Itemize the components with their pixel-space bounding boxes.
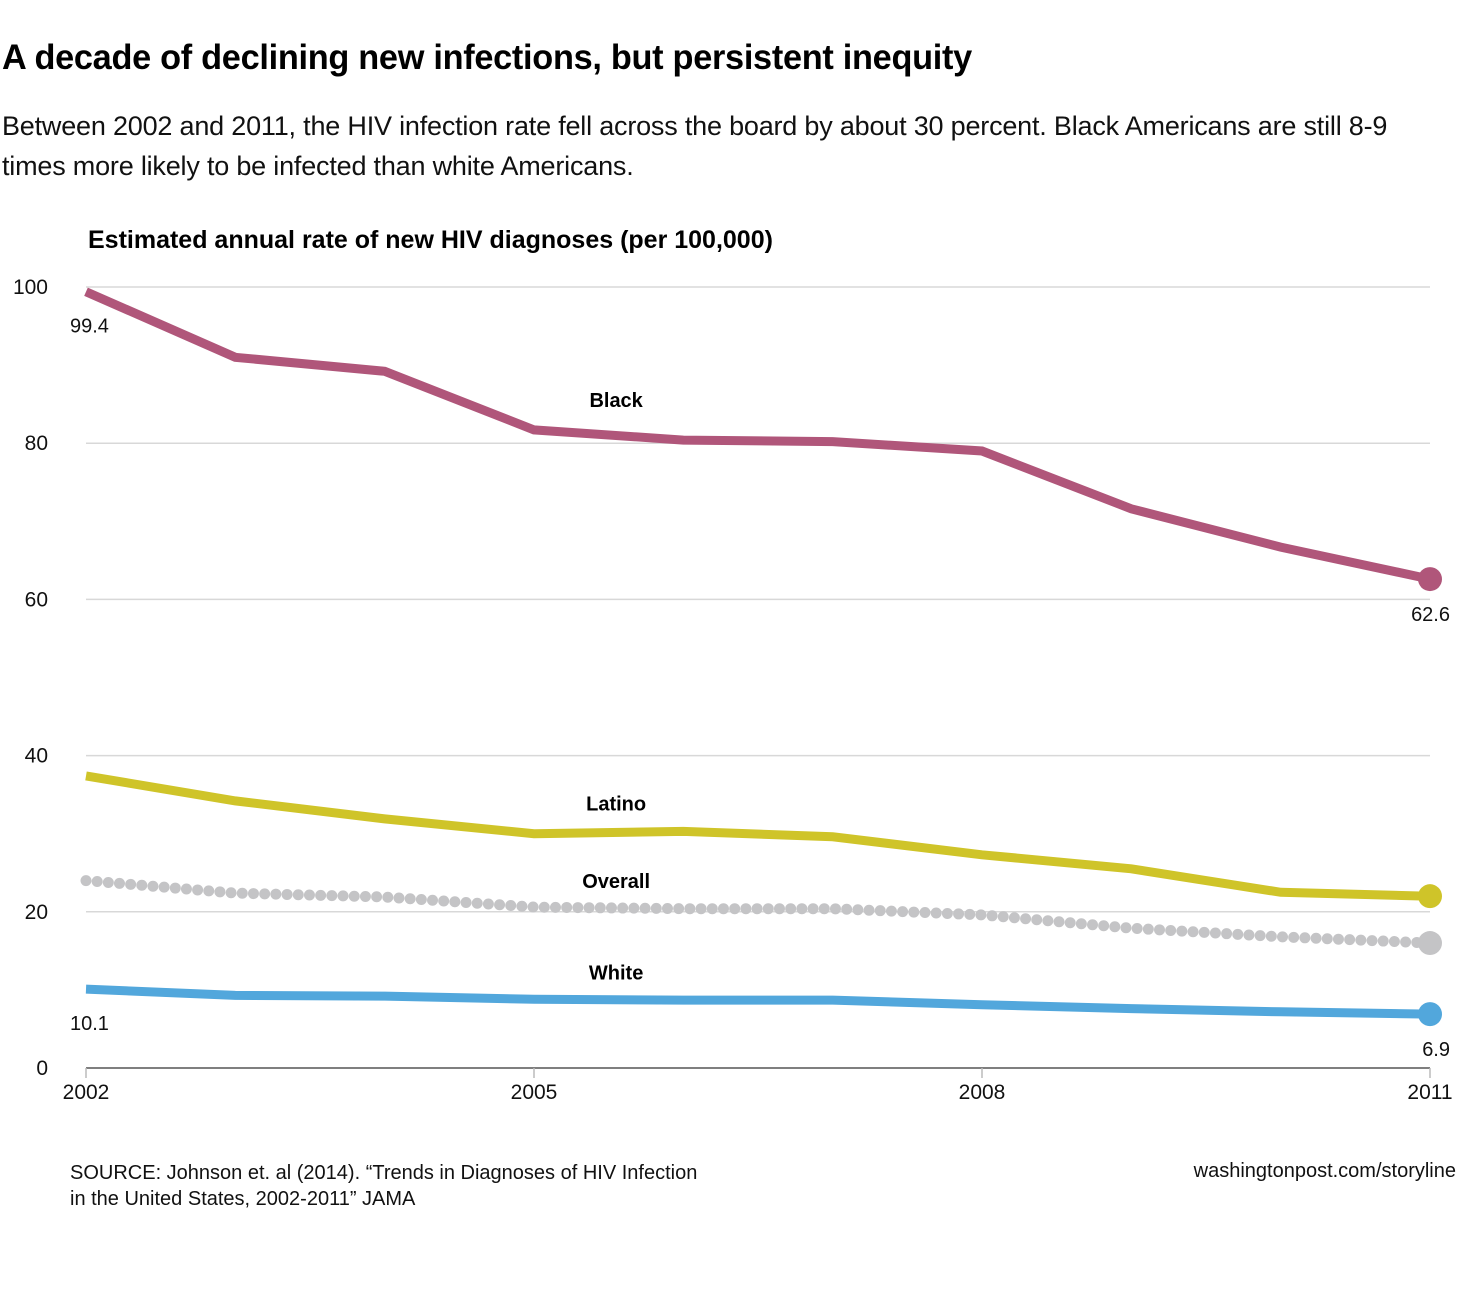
source-line-1: SOURCE: Johnson et. al (2014). “Trends i… — [70, 1162, 698, 1184]
black-end-marker — [1418, 567, 1442, 592]
headline: A decade of declining new infections, bu… — [2, 38, 972, 77]
white-end-value: 6.9 — [1422, 1039, 1450, 1061]
black-end-value: 62.6 — [1411, 604, 1450, 626]
y-tick-label: 0 — [36, 1057, 48, 1080]
latino-series-label: Latino — [586, 794, 646, 816]
y-tick-label: 20 — [25, 901, 48, 924]
x-tick-label: 2008 — [959, 1081, 1006, 1104]
y-tick-label: 80 — [25, 432, 48, 455]
y-axis: 0 20 40 60 80 100 — [13, 276, 48, 1080]
x-axis: 2002 2005 2008 2011 — [63, 1067, 1453, 1104]
x-tick-label: 2011 — [1407, 1081, 1452, 1104]
overall-end-marker — [1418, 931, 1442, 956]
credit-link[interactable]: washingtonpost.com/storyline — [1193, 1160, 1456, 1182]
series-lines — [80, 287, 1442, 1027]
white-start-value: 10.1 — [70, 1013, 109, 1035]
gridlines — [86, 286, 1430, 913]
black-line — [84, 287, 1431, 584]
white-line — [85, 984, 1431, 1019]
latino-end-marker — [1418, 884, 1442, 909]
x-tick-label: 2002 — [63, 1081, 110, 1104]
source-line-2: in the United States, 2002-2011” JAMA — [70, 1188, 416, 1210]
y-tick-label: 100 — [13, 276, 48, 299]
source-note: SOURCE: Johnson et. al (2014). “Trends i… — [70, 1160, 697, 1212]
black-series-label: Black — [589, 390, 643, 412]
series-labels: Overall White 10.1 6.9 Latino Black 99.4 62.6 — [70, 316, 1450, 1061]
y-tick-label: 60 — [25, 588, 48, 611]
overall-series-label: Overall — [582, 871, 650, 893]
latino-line — [85, 771, 1431, 901]
subheadline: Between 2002 and 2011, the HIV infection… — [2, 111, 1388, 181]
white-end-marker — [1418, 1002, 1442, 1027]
black-start-value: 99.4 — [70, 316, 109, 338]
y-tick-label: 40 — [25, 745, 48, 768]
overall-line — [80, 875, 1436, 949]
chart-title: Estimated annual rate of new HIV diagnos… — [88, 226, 773, 254]
white-series-label: White — [589, 963, 643, 985]
x-tick-label: 2005 — [511, 1081, 558, 1104]
